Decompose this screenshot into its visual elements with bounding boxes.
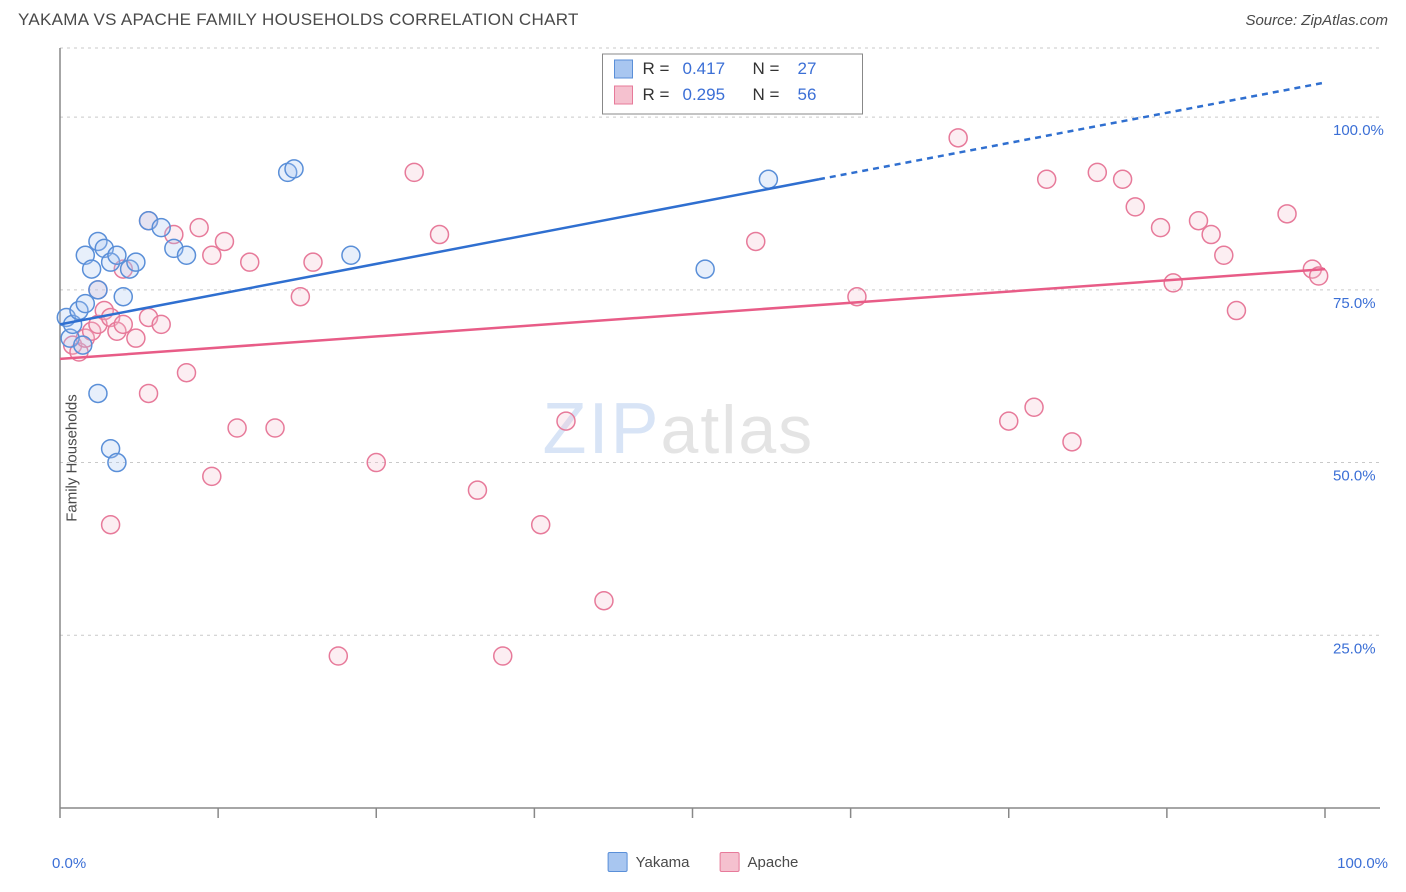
svg-text:ZIPatlas: ZIPatlas — [543, 389, 815, 469]
legend-item-apache: Apache — [720, 852, 799, 872]
svg-text:0.295: 0.295 — [683, 85, 726, 104]
svg-text:25.0%: 25.0% — [1333, 640, 1376, 657]
legend-swatch-icon — [608, 852, 628, 872]
svg-text:N =: N = — [753, 85, 780, 104]
svg-text:R =: R = — [643, 85, 670, 104]
svg-text:75.0%: 75.0% — [1333, 295, 1376, 312]
x-axis-min-label: 0.0% — [52, 855, 86, 872]
source-label: Source: ZipAtlas.com — [1245, 12, 1388, 29]
svg-text:56: 56 — [798, 85, 817, 104]
svg-text:27: 27 — [798, 59, 817, 78]
svg-text:0.417: 0.417 — [683, 59, 726, 78]
legend: Yakama Apache — [608, 852, 799, 872]
chart-title: YAKAMA VS APACHE FAMILY HOUSEHOLDS CORRE… — [18, 10, 579, 30]
legend-label: Apache — [748, 854, 799, 871]
svg-text:N =: N = — [753, 59, 780, 78]
x-axis-max-label: 100.0% — [1337, 855, 1388, 872]
legend-swatch-icon — [720, 852, 740, 872]
legend-label: Yakama — [636, 854, 690, 871]
svg-text:R =: R = — [643, 59, 670, 78]
chart-container: Family Households 25.0%50.0%75.0%100.0%Z… — [0, 38, 1406, 878]
scatter-chart: 25.0% 50.0% 75.0% 100.0% ZIPatlas R = 0.417 N =… — [50, 38, 1390, 838]
svg-text:100.0%: 100.0% — [1333, 122, 1384, 139]
legend-item-yakama: Yakama — [608, 852, 690, 872]
svg-text:50.0%: 50.0% — [1333, 468, 1376, 485]
